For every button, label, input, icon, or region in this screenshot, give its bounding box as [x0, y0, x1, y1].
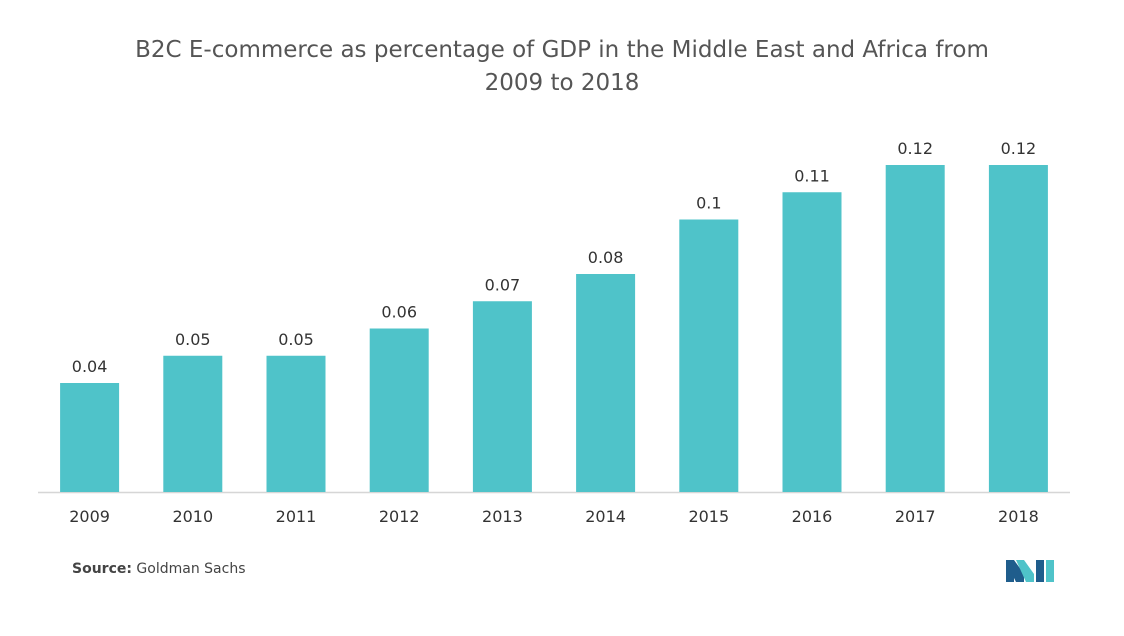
bar-2009	[60, 383, 120, 492]
source-note: Source: Goldman Sachs	[72, 561, 245, 577]
x-tick-label-2013: 2013	[482, 507, 523, 526]
data-label-2016: 0.11	[794, 166, 830, 185]
data-label-2017: 0.12	[897, 139, 933, 158]
bar-2013	[472, 301, 532, 492]
chart-title-line-2: 2009 to 2018	[484, 70, 640, 96]
chart-title-line-1: B2C E-commerce as percentage of GDP in t…	[135, 37, 989, 63]
bar-2018	[988, 165, 1048, 492]
x-tick-label-2011: 2011	[276, 507, 317, 526]
x-tick-label-2014: 2014	[585, 507, 626, 526]
data-label-2014: 0.08	[588, 248, 624, 267]
data-label-2013: 0.07	[485, 275, 521, 294]
bar-2014	[576, 274, 636, 492]
logo-middle-shape	[1016, 560, 1034, 582]
mordor-logo-icon	[1006, 560, 1054, 582]
bar-2016	[782, 192, 842, 492]
data-label-2018: 0.12	[1001, 139, 1037, 158]
x-tick-label-2017: 2017	[895, 507, 936, 526]
x-tick-label-2018: 2018	[998, 507, 1039, 526]
x-tick-label-2016: 2016	[792, 507, 833, 526]
bar-2017	[885, 165, 945, 492]
bar-2015	[679, 219, 739, 492]
data-label-2010: 0.05	[175, 330, 211, 349]
logo-left-shape	[1006, 560, 1024, 582]
bar-2011	[266, 355, 326, 492]
data-label-2012: 0.06	[381, 303, 417, 322]
source-text: Goldman Sachs	[136, 561, 246, 577]
logo-right-left-shape	[1036, 560, 1044, 582]
bar-2010	[163, 355, 223, 492]
x-tick-label-2015: 2015	[688, 507, 729, 526]
chart-title: B2C E-commerce as percentage of GDP in t…	[62, 34, 1062, 100]
x-tick-label-2012: 2012	[379, 507, 420, 526]
source-label: Source:	[72, 561, 132, 577]
x-tick-label-2009: 2009	[69, 507, 110, 526]
logo-right-shape	[1046, 560, 1054, 582]
x-tick-label-2010: 2010	[172, 507, 213, 526]
data-label-2009: 0.04	[72, 357, 108, 376]
bar-2012	[369, 328, 429, 492]
data-label-2015: 0.1	[696, 194, 721, 213]
data-label-2011: 0.05	[278, 330, 314, 349]
